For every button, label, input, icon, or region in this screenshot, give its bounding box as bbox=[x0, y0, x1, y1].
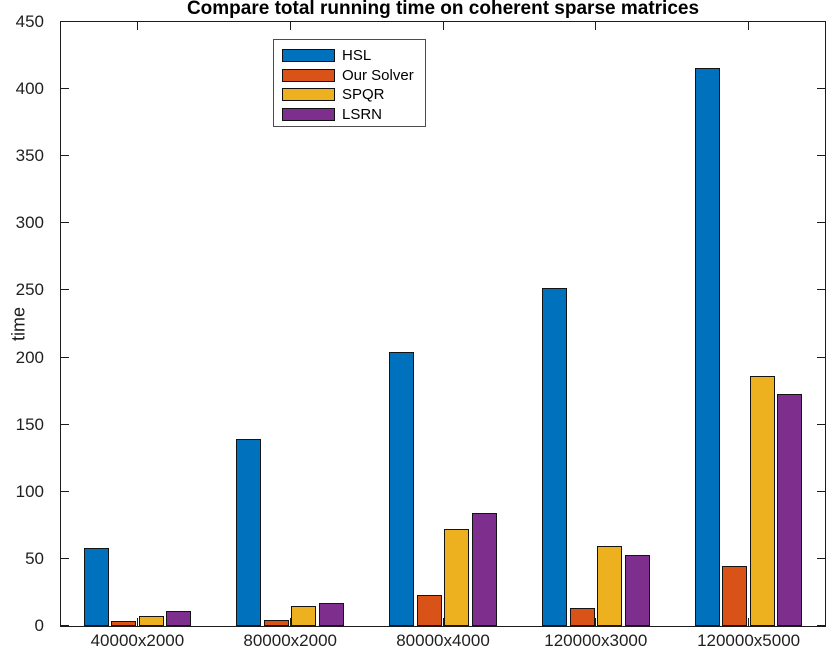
y-tick-left bbox=[61, 423, 69, 425]
x-tick-label: 40000x2000 bbox=[90, 631, 185, 650]
legend-label-hsl: HSL bbox=[342, 47, 372, 65]
y-tick-label: 300 bbox=[15, 213, 44, 233]
bar-hsl-80000x4000 bbox=[389, 352, 415, 626]
legend-swatch-our-solver bbox=[282, 68, 335, 82]
bar-spqr-80000x2000 bbox=[291, 605, 317, 626]
bar-hsl-40000x2000 bbox=[83, 548, 109, 626]
y-tick-label: 200 bbox=[15, 347, 44, 367]
y-tick-label: 0 bbox=[34, 616, 44, 635]
bar-our-solver-80000x2000 bbox=[263, 619, 289, 626]
bar-spqr-120000x5000 bbox=[749, 376, 775, 626]
bar-hsl-120000x5000 bbox=[694, 67, 720, 626]
y-tick-left bbox=[61, 222, 69, 224]
y-tick-right bbox=[817, 289, 825, 291]
x-tick-bottom bbox=[748, 618, 750, 626]
y-tick-right bbox=[817, 356, 825, 358]
legend-swatch-lsrn bbox=[282, 107, 335, 121]
bar-our-solver-40000x2000 bbox=[111, 621, 137, 626]
y-tick-label: 350 bbox=[15, 146, 44, 166]
plot-area: HSL Our Solver SPQR LSRN bbox=[60, 21, 826, 627]
bar-lsrn-80000x4000 bbox=[471, 513, 497, 626]
x-tick-bottom bbox=[136, 618, 138, 626]
x-tick-top bbox=[595, 22, 597, 30]
legend-item-lsrn: LSRN bbox=[282, 105, 425, 125]
x-tick-bottom bbox=[595, 618, 597, 626]
y-tick-label: 150 bbox=[15, 414, 44, 434]
y-tick-right bbox=[817, 222, 825, 224]
x-axis-tick-labels: 40000x2000 80000x2000 80000x4000 120000x300… bbox=[61, 631, 825, 653]
y-tick-left bbox=[61, 289, 69, 291]
bar-lsrn-80000x2000 bbox=[318, 603, 344, 626]
x-tick-label: 120000x5000 bbox=[697, 631, 801, 650]
x-tick-top bbox=[289, 22, 291, 30]
legend-item-our-solver: Our Solver bbox=[282, 66, 425, 86]
bar-our-solver-80000x4000 bbox=[416, 595, 442, 626]
y-tick-left bbox=[61, 557, 69, 559]
legend-swatch-hsl bbox=[282, 49, 335, 63]
y-tick-label: 100 bbox=[15, 481, 44, 501]
bar-lsrn-120000x3000 bbox=[624, 554, 650, 626]
legend: HSL Our Solver SPQR LSRN bbox=[273, 39, 426, 127]
x-tick-label: 80000x4000 bbox=[396, 631, 490, 650]
x-tick-bottom bbox=[442, 618, 444, 626]
legend-label-our-solver: Our Solver bbox=[342, 66, 414, 84]
y-tick-label: 400 bbox=[15, 79, 44, 99]
bar-spqr-120000x3000 bbox=[597, 546, 623, 626]
y-axis-tick-labels: 0 50 100 150 200 250 300 350 400 450 bbox=[0, 0, 52, 654]
bar-spqr-40000x2000 bbox=[138, 615, 164, 626]
bar-our-solver-120000x5000 bbox=[722, 565, 748, 626]
y-tick-left bbox=[61, 625, 69, 626]
x-tick-label: 120000x3000 bbox=[544, 631, 648, 650]
y-tick-right bbox=[817, 490, 825, 492]
bar-spqr-80000x4000 bbox=[444, 529, 470, 626]
legend-label-spqr: SPQR bbox=[342, 86, 385, 104]
x-tick-bottom bbox=[289, 618, 291, 626]
y-tick-label: 450 bbox=[15, 12, 44, 31]
bar-lsrn-120000x5000 bbox=[777, 393, 803, 626]
y-tick-right bbox=[817, 21, 825, 22]
chart-title: Compare total running time on coherent s… bbox=[186, 0, 700, 19]
y-tick-right bbox=[817, 88, 825, 90]
y-tick-left bbox=[61, 155, 69, 157]
x-tick-top bbox=[442, 22, 444, 30]
x-tick-top bbox=[136, 22, 138, 30]
y-tick-left bbox=[61, 21, 69, 22]
x-tick-top bbox=[748, 22, 750, 30]
bar-lsrn-40000x2000 bbox=[166, 611, 192, 626]
legend-item-hsl: HSL bbox=[282, 46, 425, 66]
y-tick-right bbox=[817, 625, 825, 626]
bar-hsl-120000x3000 bbox=[542, 287, 568, 626]
y-tick-right bbox=[817, 423, 825, 425]
y-tick-left bbox=[61, 356, 69, 358]
y-tick-left bbox=[61, 88, 69, 90]
y-tick-label: 250 bbox=[15, 280, 44, 300]
bar-hsl-80000x2000 bbox=[236, 439, 262, 626]
x-tick-label: 80000x2000 bbox=[243, 631, 337, 650]
legend-label-lsrn: LSRN bbox=[342, 105, 383, 123]
legend-swatch-spqr bbox=[282, 88, 335, 102]
y-tick-right bbox=[817, 557, 825, 559]
bar-our-solver-120000x3000 bbox=[569, 607, 595, 626]
y-tick-left bbox=[61, 490, 69, 492]
legend-item-spqr: SPQR bbox=[282, 85, 425, 105]
y-tick-right bbox=[817, 155, 825, 157]
y-tick-label: 50 bbox=[25, 548, 44, 568]
